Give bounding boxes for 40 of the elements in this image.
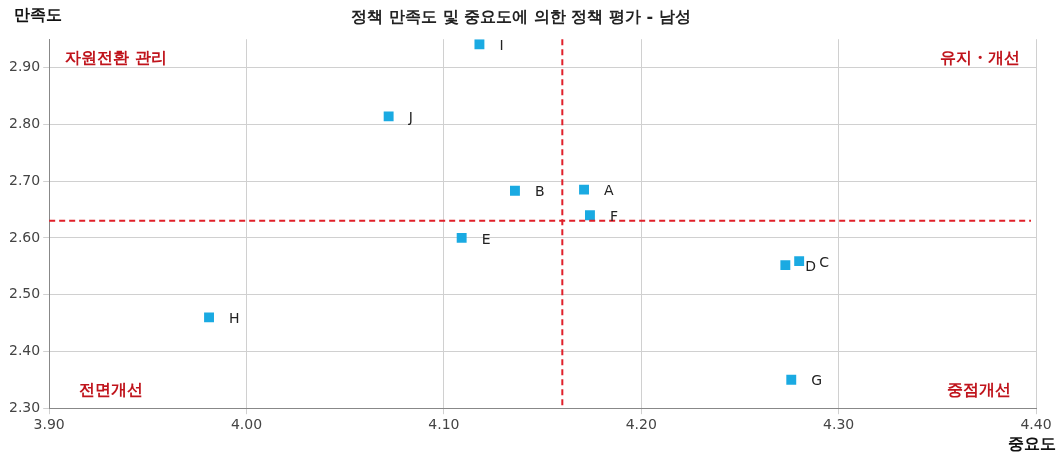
point (585, 210, 595, 221)
point (794, 256, 805, 267)
point (579, 184, 589, 195)
series-label: A (604, 182, 615, 199)
y-axis-title: 만족도 (14, 5, 62, 25)
annotation: 중점개선 (947, 380, 1011, 400)
y-tick-label: 2.80 (9, 114, 41, 131)
x-tick-label: 4.40 (1020, 416, 1052, 433)
chart-title: 정책 만족도 및 중요도에 의한 정책 평가 - 남성 (351, 6, 691, 26)
series-label: F (609, 207, 619, 224)
series-label: J (407, 109, 413, 126)
y-tick-label: 2.90 (9, 58, 41, 75)
point (780, 260, 791, 271)
y-tick-label: 2.30 (9, 398, 41, 415)
series-label: C (819, 253, 830, 270)
point (510, 185, 520, 196)
series-label: H (229, 310, 240, 327)
series-label: G (811, 372, 823, 389)
y-tick-label: 2.50 (9, 285, 41, 302)
series-label: D (805, 257, 817, 274)
annotation: 유지・개선 (940, 48, 1020, 68)
point (786, 374, 797, 385)
point (474, 39, 485, 50)
x-tick-label: 4.10 (428, 416, 460, 433)
y-tick-label: 2.60 (9, 228, 41, 245)
x-tick-label: 4.20 (625, 416, 657, 433)
x-tick-label: 3.90 (33, 416, 65, 433)
y-tick-label: 2.40 (9, 342, 41, 359)
x-tick-label: 4.30 (823, 416, 855, 433)
x-tick-label: 4.00 (230, 416, 263, 433)
series-label: B (534, 183, 545, 200)
annotation: 자원전환 관리 (65, 48, 167, 68)
y-tick-label: 2.70 (9, 171, 41, 188)
series-label: I (499, 36, 504, 53)
point (204, 312, 214, 323)
point (383, 111, 394, 122)
annotation: 전면개선 (79, 380, 144, 400)
x-axis-title: 중요도 (1008, 434, 1056, 454)
series-label: E (481, 230, 491, 247)
point (456, 232, 467, 243)
